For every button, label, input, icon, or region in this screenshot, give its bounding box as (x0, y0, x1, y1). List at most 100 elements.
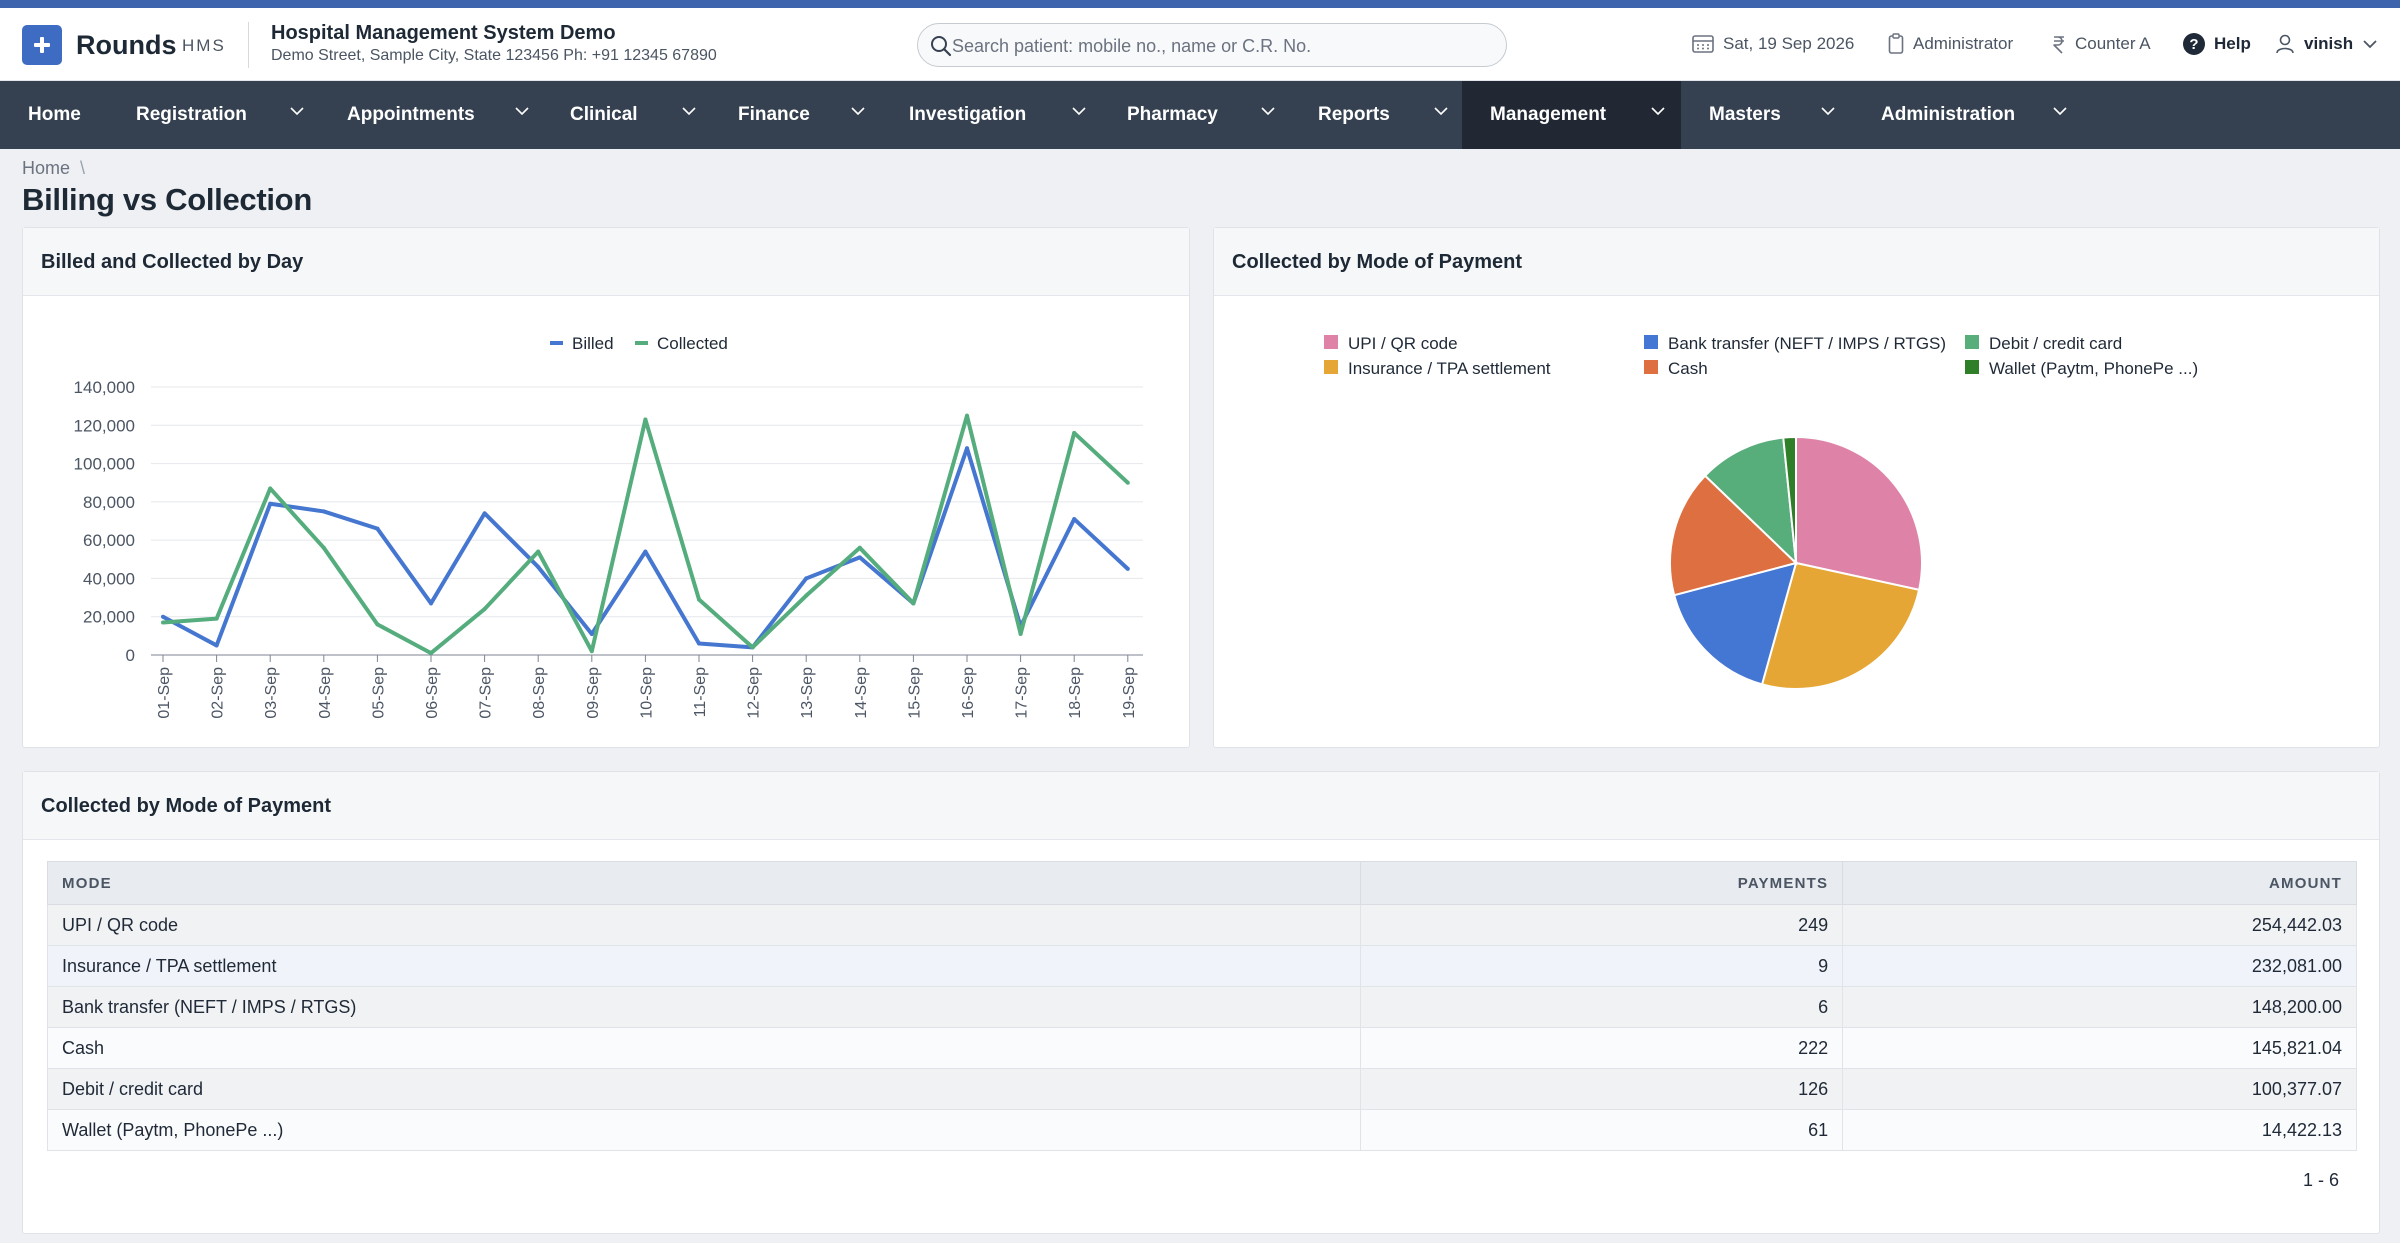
data-point (536, 564, 541, 569)
table-row[interactable]: Cash 222 145,821.04 (46, 1027, 2357, 1069)
help-icon: ? (2183, 33, 2205, 55)
cell-mode: Debit / credit card (46, 1068, 1362, 1110)
y-tick-label: 20,000 (83, 608, 135, 627)
column-header-amount[interactable]: AMOUNT (1842, 861, 2357, 905)
table-row[interactable]: Wallet (Paytm, PhonePe ...) 61 14,422.13 (46, 1109, 2357, 1151)
data-point (697, 641, 701, 646)
data-point (857, 555, 862, 560)
data-point (589, 649, 594, 654)
data-point (750, 645, 755, 650)
nav-registration[interactable]: Registration (108, 81, 319, 149)
data-point (1072, 517, 1077, 522)
counter-label: Counter A (2075, 34, 2151, 53)
legend-label: Cash (1668, 359, 1708, 378)
legend-label: Collected (657, 334, 728, 353)
header-counter[interactable]: Counter A (2052, 30, 2151, 58)
card-title: Collected by Mode of Payment (41, 795, 332, 817)
pie-slice (1782, 435, 1797, 564)
chevron-down-icon (1821, 107, 1835, 116)
cell-mode: Cash (46, 1027, 1362, 1069)
chevron-down-icon (2053, 107, 2067, 116)
patient-search[interactable] (917, 23, 1507, 67)
x-tick-label: 13-Sep (799, 667, 816, 719)
cell-amount: 145,821.04 (1842, 1027, 2357, 1069)
y-tick-label: 40,000 (83, 569, 135, 588)
hospital-address: Demo Street, Sample City, State 123456 P… (271, 47, 717, 64)
y-tick-label: 120,000 (74, 416, 135, 435)
table-row[interactable]: Bank transfer (NEFT / IMPS / RTGS) 6 148… (46, 986, 2357, 1028)
data-point (161, 620, 165, 625)
data-point (857, 545, 862, 550)
x-tick-label: 16-Sep (960, 667, 977, 719)
nav-masters-label: Masters (1709, 104, 1781, 125)
page-title: Billing vs Collection (22, 182, 312, 217)
table-row[interactable]: UPI / QR code 249 254,442.03 (46, 904, 2357, 946)
y-tick-label: 140,000 (74, 378, 135, 397)
hospital-name: Hospital Management System Demo (271, 22, 616, 44)
data-point (1125, 566, 1130, 571)
legend-label: Debit / credit card (1989, 334, 2122, 353)
header-date[interactable]: Sat, 19 Sep 2026 (1692, 30, 1854, 58)
breadcrumb-home[interactable]: Home (22, 158, 71, 178)
chevron-down-icon (682, 107, 696, 116)
plus-logo-icon[interactable] (22, 25, 62, 65)
nav-investigation[interactable]: Investigation (881, 81, 1099, 149)
data-point (589, 631, 594, 636)
x-tick-label: 06-Sep (424, 667, 441, 719)
nav-appointments[interactable]: Appointments (319, 81, 542, 149)
column-header-mode[interactable]: MODE (46, 861, 1362, 905)
help-button[interactable]: ? Help (2183, 30, 2251, 58)
cell-amount: 232,081.00 (1842, 945, 2357, 987)
x-tick-label: 11-Sep (692, 667, 709, 718)
card-header: Collected by Mode of Payment (23, 772, 2379, 840)
cell-amount: 14,422.13 (1842, 1109, 2357, 1151)
nav-administration[interactable]: Administration (1853, 81, 2083, 149)
cell-amount: 148,200.00 (1842, 986, 2357, 1028)
search-icon (931, 36, 952, 57)
app-header: Rounds HMS Hospital Management System De… (0, 8, 2400, 81)
nav-registration-label: Registration (136, 104, 247, 125)
nav-masters[interactable]: Masters (1681, 81, 1881, 149)
nav-home[interactable]: Home (0, 81, 108, 149)
main-nav: Home Registration Appointments Clinical … (0, 81, 2400, 149)
cell-payments: 222 (1360, 1027, 1844, 1069)
cell-payments: 249 (1360, 904, 1844, 946)
nav-clinical[interactable]: Clinical (542, 81, 710, 149)
x-tick-label: 02-Sep (210, 667, 227, 719)
chevron-down-icon (851, 107, 865, 116)
brand-name[interactable]: Rounds (76, 30, 177, 60)
chevron-down-icon (1651, 107, 1665, 116)
chevron-down-icon (2363, 39, 2377, 48)
legend-label: UPI / QR code (1348, 334, 1458, 353)
table-row[interactable]: Debit / credit card 126 100,377.07 (46, 1068, 2357, 1110)
cell-mode: Wallet (Paytm, PhonePe ...) (46, 1109, 1362, 1151)
brand-subtitle: HMS (182, 36, 226, 55)
breadcrumb: Home \ (22, 158, 85, 179)
card-header: Billed and Collected by Day (23, 228, 1189, 296)
line-chart-card: Billed and Collected by Day 0 20,000 40,00… (22, 227, 1190, 748)
top-accent-bar (0, 0, 2400, 8)
y-tick-label: 60,000 (83, 531, 135, 550)
x-tick-label: 19-Sep (1121, 667, 1138, 719)
data-point (965, 413, 969, 418)
user-menu[interactable]: vinish (2275, 30, 2377, 58)
chevron-down-icon (515, 107, 529, 116)
legend-swatch (1965, 335, 1979, 349)
nav-reports[interactable]: Reports (1290, 81, 1462, 149)
data-point (375, 526, 380, 531)
date-label: Sat, 19 Sep 2026 (1723, 34, 1855, 53)
cell-payments: 9 (1360, 945, 1844, 987)
nav-finance[interactable]: Finance (710, 81, 881, 149)
data-point (375, 622, 380, 627)
legend-swatch (1644, 360, 1658, 374)
table-row[interactable]: Insurance / TPA settlement 9 232,081.00 (46, 945, 2357, 987)
column-header-payments[interactable]: PAYMENTS (1360, 861, 1844, 905)
pie-slice (1669, 474, 1798, 597)
header-role[interactable]: Administrator (1888, 30, 2013, 58)
breadcrumb-separator: \ (80, 158, 86, 178)
data-point (321, 509, 326, 514)
search-input[interactable] (952, 32, 1492, 60)
nav-management[interactable]: Management (1462, 81, 1681, 149)
nav-pharmacy[interactable]: Pharmacy (1099, 81, 1290, 149)
card-header: Collected by Mode of Payment (1214, 228, 2379, 296)
